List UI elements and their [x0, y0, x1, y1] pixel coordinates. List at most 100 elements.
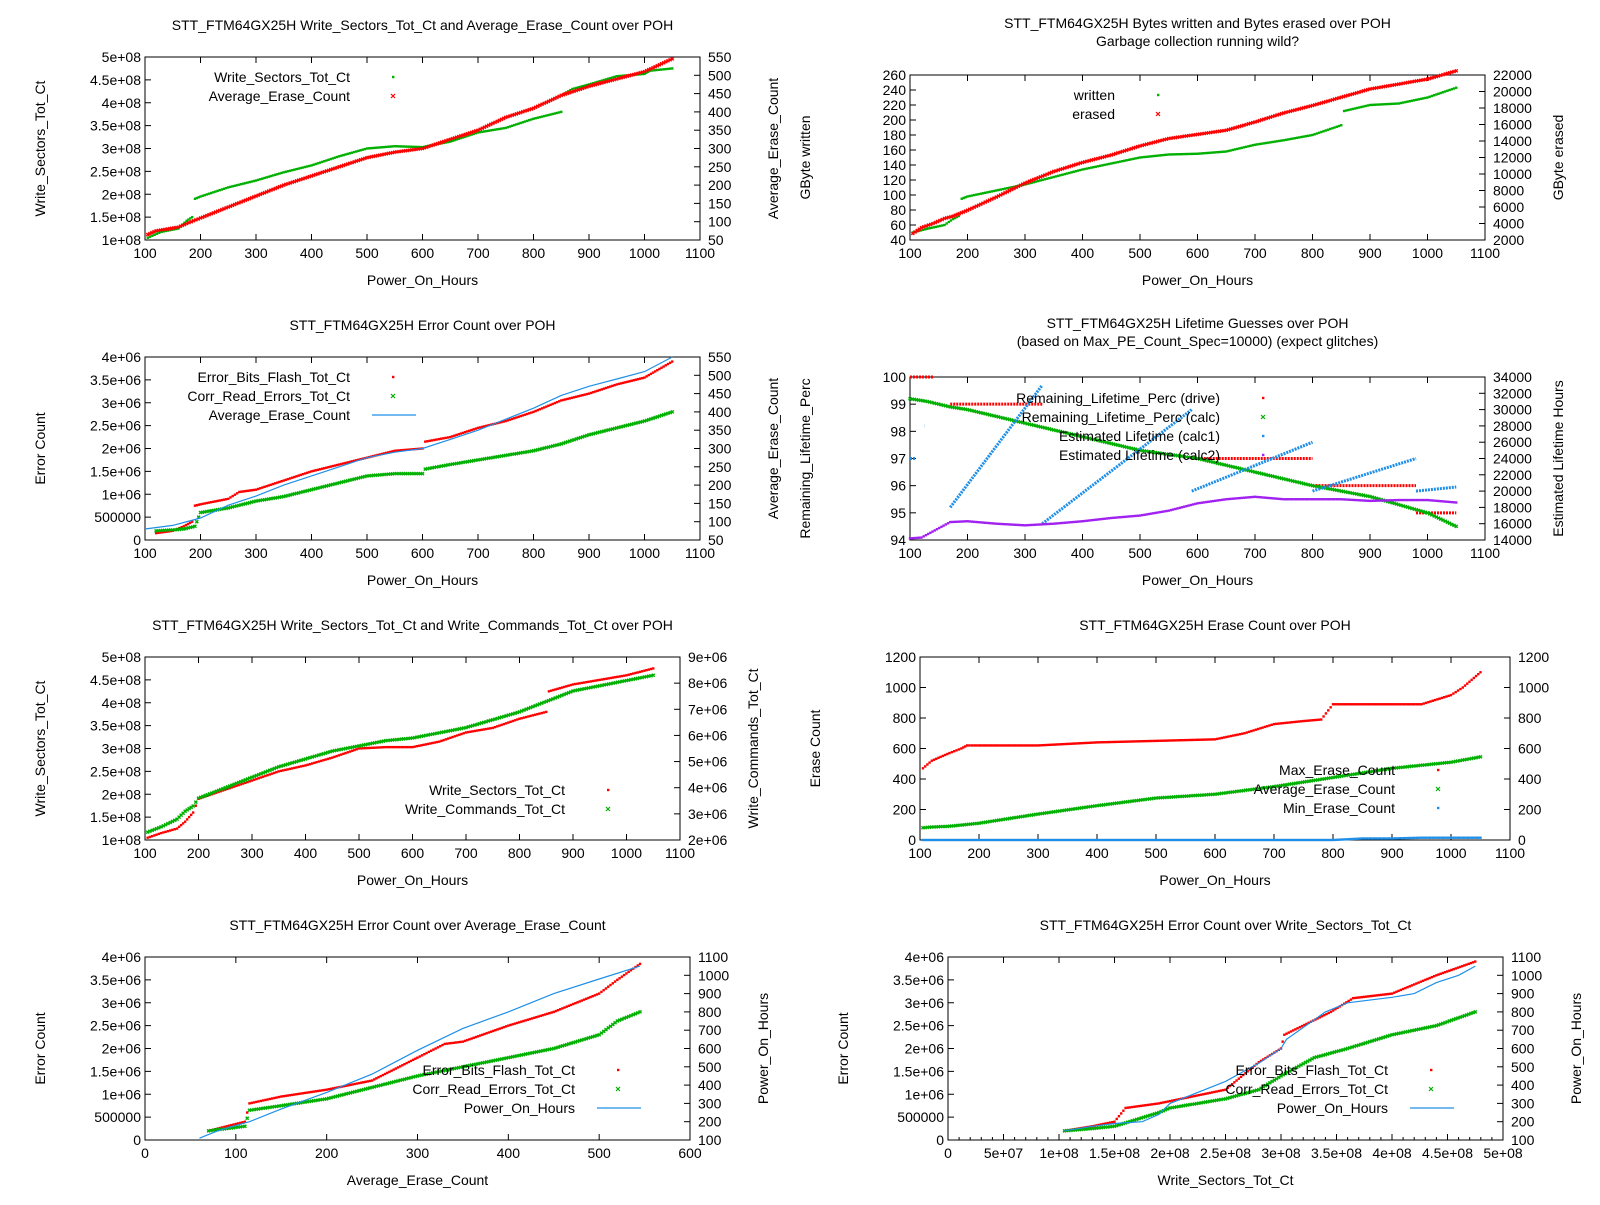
data-point — [1069, 742, 1072, 745]
data-point — [1117, 1115, 1121, 1118]
data-point — [966, 744, 969, 747]
y2-tick-label: 500 — [708, 367, 732, 383]
data-point — [273, 1096, 276, 1100]
data-point — [216, 1127, 219, 1130]
data-point — [155, 232, 159, 235]
data-point — [436, 1046, 440, 1049]
y2-tick-label: 100 — [708, 514, 732, 530]
data-point — [238, 779, 243, 784]
y2-tick-label: 800 — [698, 1004, 722, 1020]
data-point — [1401, 987, 1405, 991]
data-point — [1309, 838, 1313, 842]
data-point — [537, 1015, 540, 1018]
data-point — [557, 111, 561, 114]
data-point — [928, 838, 931, 842]
data-point — [257, 777, 260, 780]
data-point — [259, 487, 262, 490]
data-point — [1141, 740, 1145, 743]
data-point — [303, 472, 307, 475]
data-point — [322, 759, 325, 762]
data-point — [1004, 838, 1007, 842]
data-point — [1228, 1084, 1232, 1088]
y2-axis-label: Average_Erase_Count — [765, 378, 781, 520]
data-point — [950, 750, 954, 754]
data-point — [992, 196, 997, 201]
data-point — [1302, 498, 1305, 501]
data-point — [1268, 724, 1271, 727]
data-point — [1081, 520, 1084, 523]
data-point — [186, 220, 191, 225]
data-point — [1063, 521, 1067, 524]
data-point — [466, 430, 469, 433]
data-point — [1189, 152, 1193, 156]
legend-swatch — [615, 1086, 621, 1092]
data-point — [241, 778, 246, 783]
data-point — [1388, 102, 1392, 106]
data-point — [1061, 521, 1064, 525]
series-estimated-lifetime-calc1- — [910, 384, 1457, 525]
data-point — [1010, 744, 1013, 747]
data-point — [286, 1094, 289, 1097]
data-point — [1085, 167, 1089, 170]
data-point — [1353, 107, 1357, 110]
data-point — [1459, 687, 1462, 691]
y2-tick-label: 0 — [1518, 832, 1526, 848]
data-point — [1124, 740, 1127, 743]
data-point — [666, 67, 670, 71]
data-point — [977, 744, 981, 747]
data-point — [203, 502, 206, 505]
series-written — [911, 86, 1458, 234]
data-point — [536, 408, 539, 412]
data-point — [653, 69, 656, 72]
data-point — [271, 174, 275, 177]
data-point — [1175, 1098, 1178, 1101]
data-point — [325, 159, 328, 162]
data-point — [1122, 838, 1125, 842]
data-point — [1395, 990, 1398, 993]
data-point — [1204, 1092, 1207, 1095]
data-point — [543, 1013, 547, 1016]
data-point — [1273, 140, 1277, 143]
data-point — [1463, 964, 1466, 967]
y-tick-label: 1e+08 — [102, 832, 142, 848]
y2-tick-label: 10000 — [1493, 166, 1532, 182]
data-point — [1281, 1040, 1284, 1043]
y-axis-label: Remaining_Lifetime_Perc — [797, 378, 813, 538]
data-point — [1441, 91, 1445, 94]
data-point — [1231, 734, 1235, 737]
data-point — [1418, 836, 1421, 839]
data-point — [1080, 838, 1083, 842]
data-point — [301, 472, 305, 476]
data-point — [1143, 838, 1147, 842]
data-point — [1428, 95, 1431, 98]
data-point — [404, 448, 407, 452]
data-point — [1368, 703, 1372, 706]
data-point — [1372, 837, 1376, 840]
data-point — [231, 494, 234, 498]
data-point — [1377, 993, 1381, 997]
data-point — [504, 419, 507, 423]
data-point — [353, 748, 356, 752]
x-tick-label: 800 — [1301, 245, 1325, 261]
data-point — [1406, 703, 1410, 706]
data-point — [989, 197, 994, 202]
y-tick-label: 95 — [890, 505, 906, 521]
legend-label: Corr_Read_Errors_Tot_Ct — [412, 1081, 575, 1097]
data-point — [526, 706, 531, 711]
data-point — [316, 162, 320, 165]
data-point — [229, 185, 232, 189]
data-point — [557, 694, 562, 699]
data-point — [1272, 722, 1276, 726]
data-point — [1242, 1073, 1245, 1077]
data-point — [387, 145, 390, 148]
data-point — [1191, 152, 1195, 156]
data-point — [1107, 517, 1111, 520]
data-point — [1047, 838, 1051, 842]
data-point — [1304, 135, 1308, 138]
data-point — [1185, 838, 1188, 842]
data-point — [1113, 838, 1116, 842]
data-point — [455, 138, 458, 141]
y-tick-label: 2e+06 — [102, 1041, 142, 1057]
data-point — [1165, 1106, 1170, 1111]
data-point — [1054, 838, 1057, 842]
